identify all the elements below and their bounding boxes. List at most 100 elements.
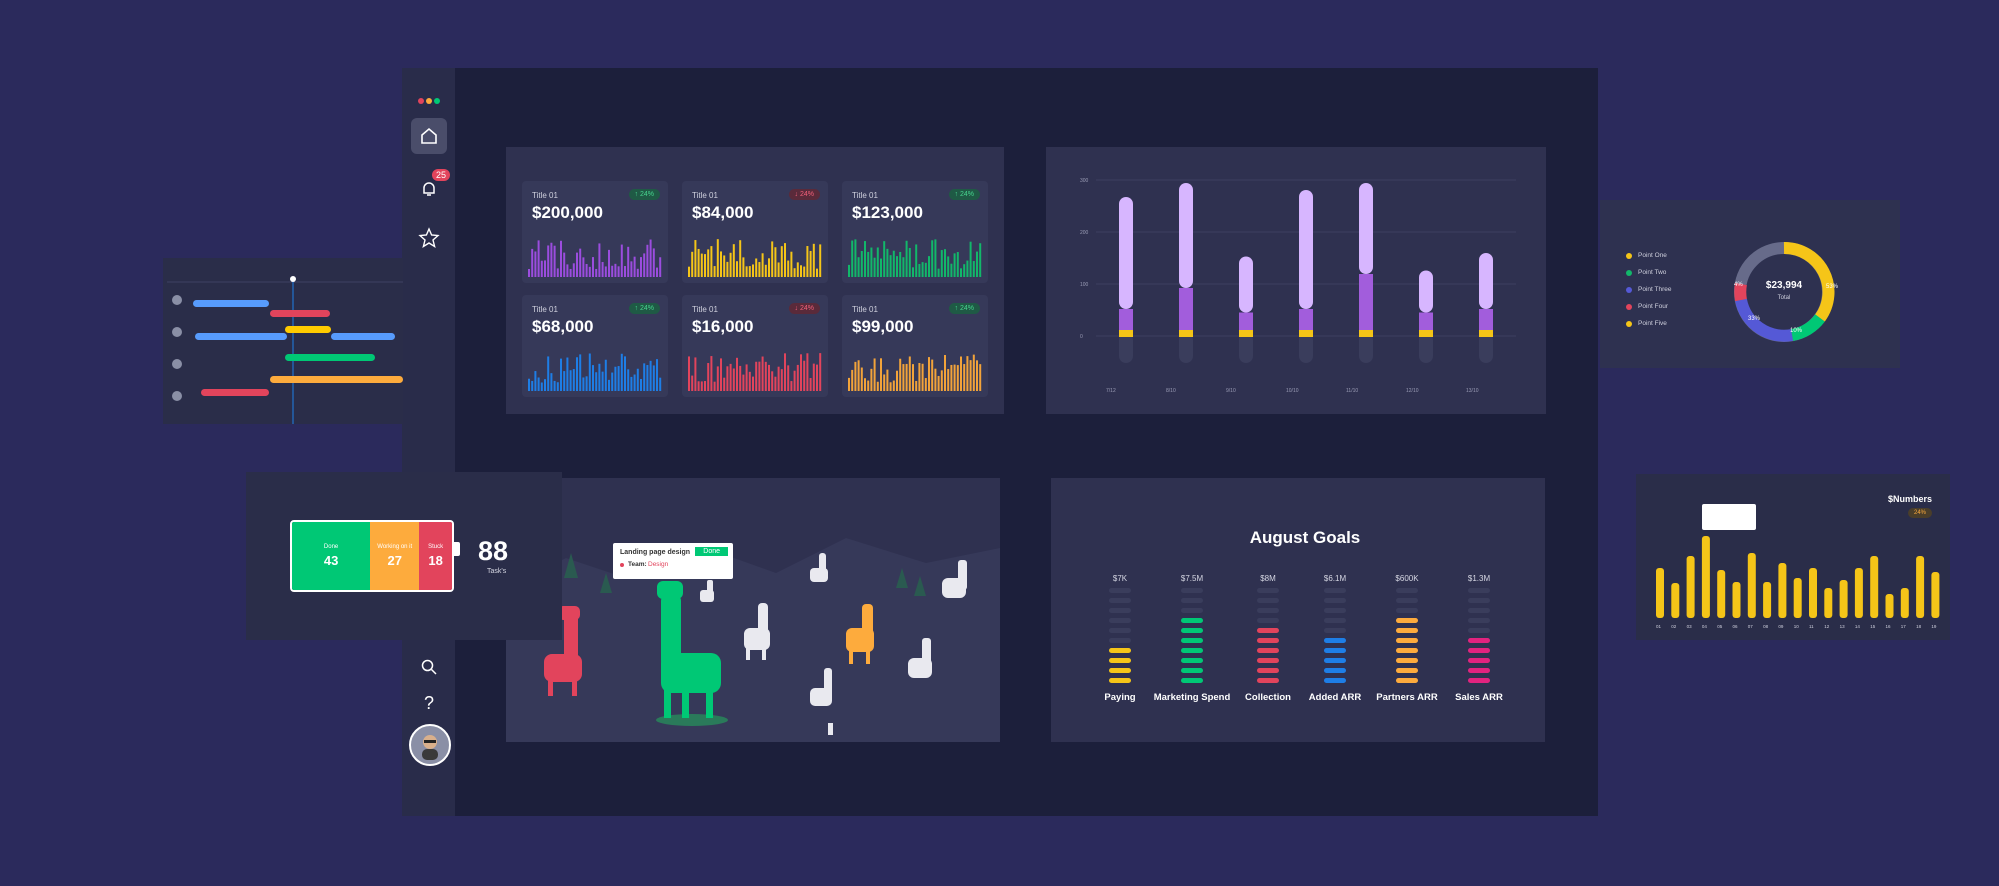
sparkline-bar [601, 262, 604, 277]
status-segment[interactable]: Stuck 18 [419, 522, 452, 590]
goal-bar [1324, 658, 1346, 663]
sparkline-bar [918, 263, 921, 277]
search-icon[interactable] [411, 649, 447, 685]
sparkline-bar [563, 371, 566, 391]
sparkline-bar [745, 364, 748, 391]
sparkline-bar [953, 253, 956, 277]
donut-chart [1734, 241, 1835, 342]
sparkline-bar [851, 240, 854, 277]
numbers-bar-chart: 01 02 03 04 05 06 07 08 09 10 11 12 13 14 15 16 17 18 19 [1656, 536, 1940, 629]
numbers-bar [1732, 582, 1741, 618]
sparkline-bar [793, 370, 796, 391]
numbers-x-label: 01 [1656, 624, 1662, 629]
help-icon[interactable]: ? [423, 692, 434, 713]
sparkline-bar [883, 241, 886, 277]
gantt-bar[interactable] [201, 389, 269, 396]
kpi-change-badge: ↓ 24% [788, 303, 820, 314]
kpi-sparkline [528, 239, 662, 277]
goal-bar [1257, 668, 1279, 673]
sparkline-bar [694, 240, 697, 277]
logo-icon[interactable] [411, 80, 447, 116]
status-segment[interactable]: Working on it 27 [370, 522, 420, 590]
sparkline-bar [736, 357, 738, 391]
legend-label: Point Five [1638, 320, 1667, 327]
goal-column[interactable]: $7.5M Marketing Spend [1147, 574, 1237, 703]
sparkline-bar [860, 251, 863, 277]
bar-segment [1239, 330, 1253, 337]
sparkline-bar [588, 353, 591, 391]
kpi-card[interactable]: Title 01 $84,000 ↓ 24% [682, 181, 828, 283]
kpi-title: Title 01 [532, 305, 558, 314]
sparkline-bar [902, 364, 905, 391]
bell-icon[interactable] [411, 171, 447, 207]
tooltip-status[interactable]: Done [695, 547, 728, 556]
sparkline-bar [630, 261, 633, 277]
avatar[interactable] [409, 724, 451, 766]
gantt-bar[interactable] [270, 310, 330, 317]
goal-bar [1109, 638, 1131, 643]
gantt-bar[interactable] [285, 354, 375, 361]
sparkline-bar [697, 381, 700, 391]
donut-segment-label: 4% [1734, 282, 1743, 288]
gantt-bar[interactable] [285, 326, 331, 333]
sparkline-bar [768, 258, 770, 277]
goal-bar [1109, 668, 1131, 673]
sparkline-bar [739, 365, 742, 391]
sparkline-bar [908, 247, 911, 277]
kpi-card[interactable]: Title 01 $99,000 ↑ 24% [842, 295, 988, 397]
goal-column[interactable]: $1.3M Sales ARR [1434, 574, 1524, 703]
sparkline-bar [710, 246, 713, 277]
sparkline-bar [576, 357, 578, 391]
sparkline-bar [816, 268, 818, 277]
sparkline-bar [796, 262, 799, 277]
kpi-card[interactable]: Title 01 $16,000 ↓ 24% [682, 295, 828, 397]
kpi-card[interactable]: Title 01 $200,000 ↑ 24% [522, 181, 668, 283]
legend-item: Point Four [1626, 303, 1668, 310]
home-icon[interactable] [411, 118, 447, 154]
donut-widget: Point One Point Two Point Three Point Four P… [1600, 200, 1900, 368]
goal-bar [1181, 668, 1203, 673]
tasks-total: 88 [478, 536, 509, 566]
star-icon[interactable] [411, 220, 447, 256]
sparkline-bar [576, 252, 578, 277]
gantt-bar[interactable] [331, 333, 395, 340]
sparkline-bar [649, 239, 652, 277]
gantt-bar[interactable] [193, 300, 269, 307]
sparkline-bar [976, 360, 978, 391]
goal-bar [1181, 588, 1203, 593]
x-tick-label: 8/10 [1166, 388, 1176, 394]
sparkline-bar [928, 357, 930, 391]
kpi-card[interactable]: Title 01 $123,000 ↑ 24% [842, 181, 988, 283]
task-tooltip[interactable]: Landing page design Done Team: Design [613, 543, 733, 579]
sparkline-bar [649, 360, 652, 391]
goal-column[interactable]: $6.1M Added ARR [1290, 574, 1380, 703]
goal-bar [1257, 618, 1279, 623]
sparkline-bar [713, 381, 716, 391]
goal-bar [1109, 598, 1131, 603]
gantt-bar[interactable] [270, 376, 403, 383]
goal-column[interactable]: $8M Collection [1223, 574, 1313, 703]
status-value: 27 [387, 553, 402, 568]
kpi-card[interactable]: Title 01 $68,000 ↑ 24% [522, 295, 668, 397]
gantt-bar[interactable] [195, 333, 287, 340]
kpi-change-badge: ↑ 24% [628, 303, 660, 314]
status-segment[interactable]: Done 43 [292, 522, 371, 590]
goal-bars [1396, 588, 1418, 688]
goal-bar [1257, 638, 1279, 643]
bar-segment [1419, 270, 1433, 313]
sparkline-bar [780, 246, 783, 277]
kpi-change-badge: ↑ 24% [628, 189, 660, 200]
sparkline-bar [572, 369, 575, 391]
goal-bar [1468, 678, 1490, 683]
sparkline-bar [937, 268, 940, 277]
sparkline-bar [617, 366, 620, 391]
goal-label: Collection [1245, 692, 1291, 703]
sparkline-bar [806, 246, 809, 277]
bar-segment [1359, 330, 1373, 337]
goal-column[interactable]: $7K Paying [1075, 574, 1165, 703]
goal-column[interactable]: $600K Partners ARR [1362, 574, 1452, 703]
sparkline-bar [803, 360, 806, 391]
sparkline-bar [969, 241, 972, 277]
kpi-value: $68,000 [532, 317, 594, 336]
sparkline-bar [876, 247, 879, 277]
